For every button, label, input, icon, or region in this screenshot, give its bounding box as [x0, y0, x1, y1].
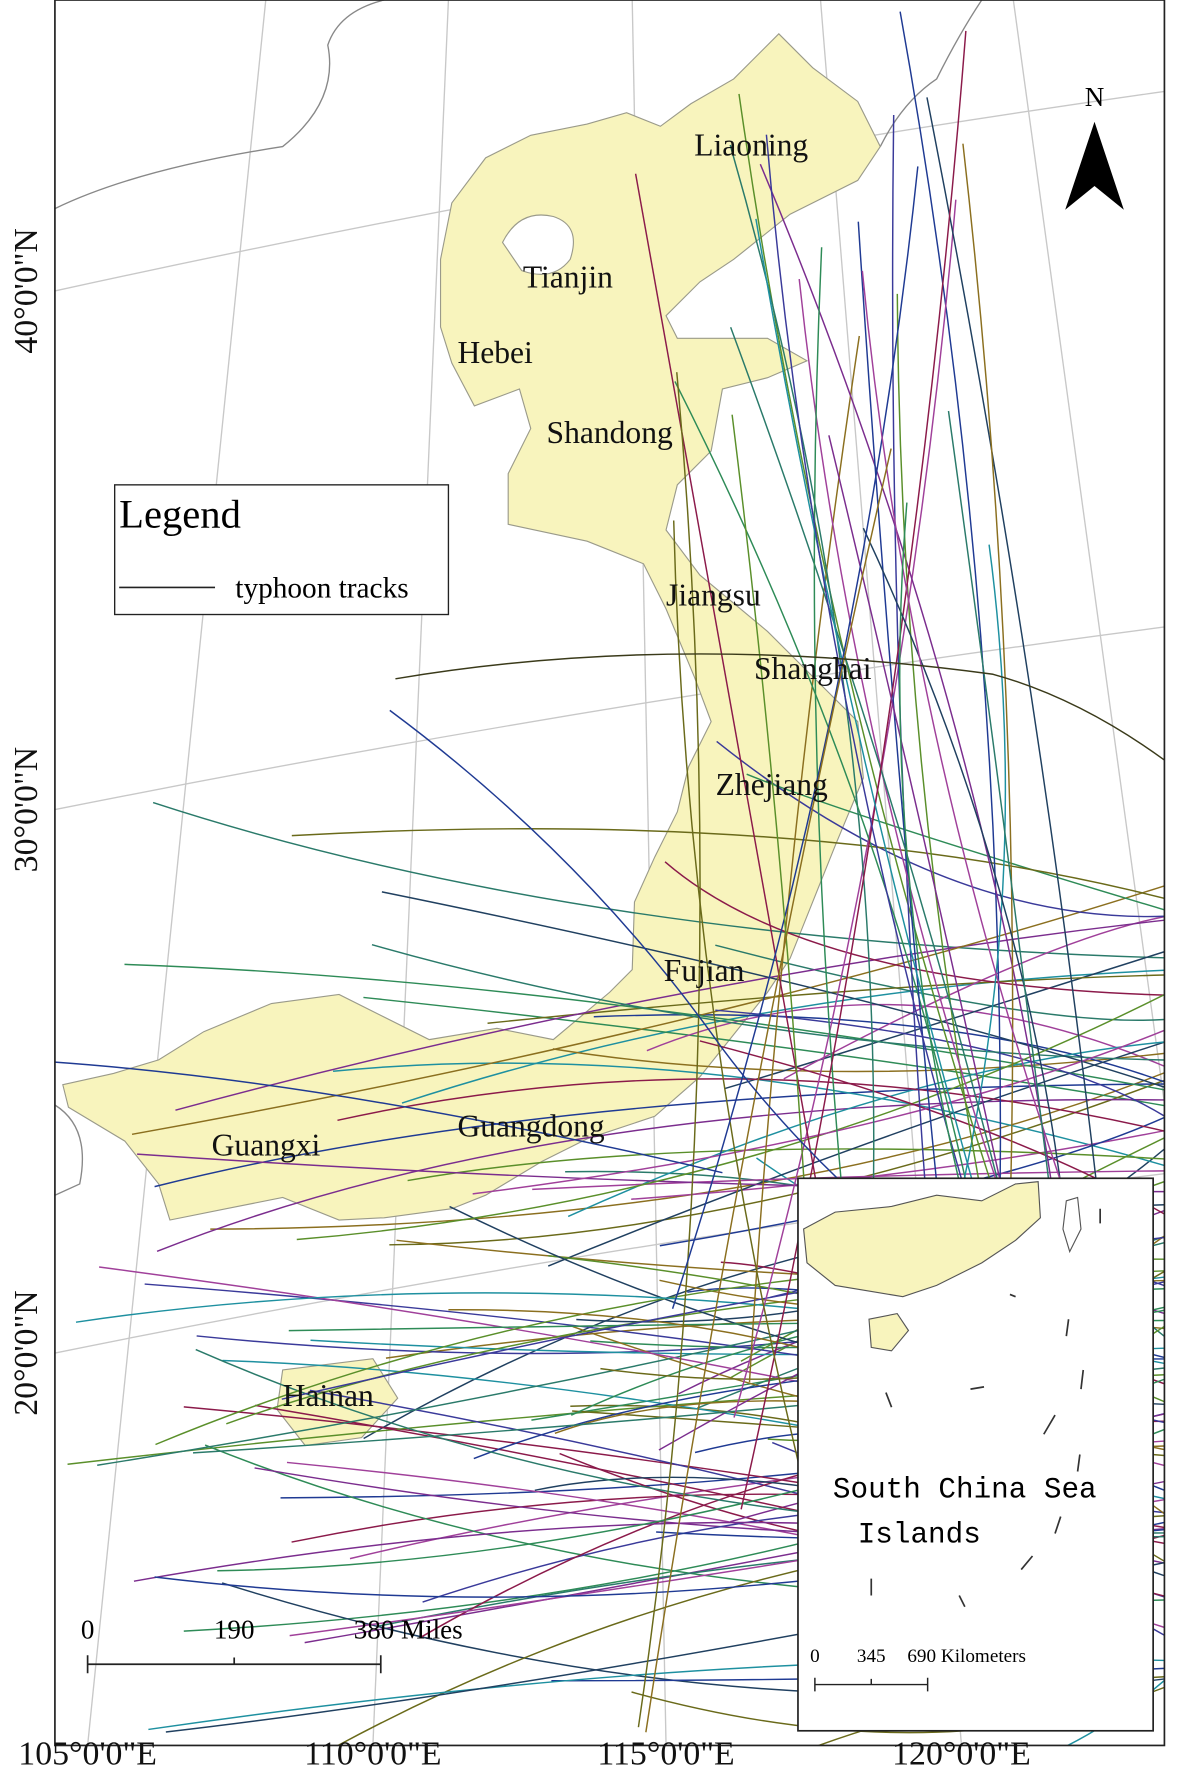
typhoon-track — [637, 372, 701, 1728]
province-label: Fujian — [664, 953, 745, 988]
border — [54, 0, 385, 210]
north-label: N — [1085, 82, 1105, 112]
province-label: Shandong — [547, 415, 673, 450]
scale-label: 0 — [81, 1614, 95, 1644]
typhoon-track — [487, 974, 1165, 1024]
latitude-label: 20°0'0"N — [8, 1290, 45, 1415]
province-label: Zhejiang — [716, 767, 828, 802]
typhoon-track — [154, 1083, 1165, 1188]
province-label: Hebei — [457, 335, 533, 370]
province-label: Guangxi — [212, 1128, 321, 1163]
typhoon-track — [567, 1041, 1165, 1218]
typhoon-track — [210, 1071, 1165, 1230]
latitude-label: 40°0'0"N — [8, 228, 45, 353]
border — [879, 0, 983, 147]
longitude-label: 120°0'0"E — [892, 1736, 1031, 1768]
scale-label: 190 — [214, 1614, 255, 1644]
latitude-label: 30°0'0"N — [8, 747, 45, 872]
scale-bar: 0 190 380 Miles — [81, 1614, 463, 1674]
legend-item: typhoon tracks — [235, 573, 408, 605]
typhoon-track — [363, 996, 1165, 1107]
inset-taiwan — [1062, 1196, 1082, 1254]
typhoon-track — [631, 1129, 1165, 1200]
inset-title: Islands — [858, 1518, 981, 1551]
province-label: Shanghai — [754, 651, 872, 686]
province-label: Liaoning — [694, 128, 808, 163]
typhoon-track — [175, 919, 1165, 1111]
inset-islands — [870, 1208, 1101, 1608]
longitude-label: 110°0'0"E — [304, 1736, 441, 1768]
typhoon-track — [552, 1048, 1165, 1073]
border — [54, 1104, 84, 1196]
inset-title: South China Sea — [833, 1473, 1097, 1506]
typhoon-track — [813, 247, 852, 1286]
map-frame — [54, 0, 1166, 1747]
inset-scale-label: 690 Kilometers — [907, 1646, 1026, 1667]
typhoon-track — [156, 1098, 1165, 1253]
province-label: Hainan — [283, 1378, 374, 1413]
typhoon-track — [395, 653, 1165, 762]
typhoon-track — [724, 950, 1165, 1090]
typhoon-track — [152, 801, 1165, 959]
scale-label: 380 Miles — [354, 1614, 463, 1644]
coastal-provinces — [62, 33, 881, 1221]
meridian — [86, 0, 267, 1746]
typhoon-track — [547, 1041, 1165, 1267]
typhoon-track — [371, 943, 1165, 1061]
inset-scale-label: 0 — [810, 1646, 820, 1667]
typhoon-track — [716, 740, 1165, 918]
typhoon-track — [401, 969, 1165, 1104]
arrow — [1065, 121, 1124, 210]
inset-scale-label: 345 — [857, 1646, 886, 1667]
typhoon-track — [291, 828, 1165, 900]
typhoon-track — [381, 891, 1165, 1088]
legend-box — [113, 484, 450, 616]
province-labels: Liaoning Tianjin Hebei Shandong Jiangsu … — [212, 128, 872, 1413]
typhoon-track — [131, 885, 1165, 1136]
typhoon-track — [389, 709, 881, 1219]
typhoon-track — [389, 1079, 1165, 1246]
typhoon-track — [296, 993, 1165, 1241]
typhoon-track — [671, 166, 919, 1309]
typhoon-track — [664, 861, 1165, 996]
province-label: Jiangsu — [666, 577, 761, 612]
typhoon-track — [124, 963, 1165, 1091]
typhoon-track — [532, 1170, 1165, 1191]
longitude-label: 115°0'0"E — [597, 1736, 734, 1768]
inset-hainan — [868, 1312, 910, 1352]
typhoon-track — [472, 1029, 1165, 1195]
typhoon-track — [715, 944, 1165, 1022]
typhoon-track — [729, 326, 1022, 1273]
typhoon-track — [748, 335, 861, 1383]
inset: South China Sea Islands 0 345 690 Kilome… — [797, 1177, 1154, 1732]
province-label: Tianjin — [523, 260, 613, 295]
north-arrow: N — [1065, 82, 1124, 210]
inset-mainland — [803, 1181, 1041, 1298]
parallel — [54, 626, 1165, 811]
longitude-label: 105°0'0"E — [18, 1736, 157, 1768]
province-label: Guangdong — [457, 1109, 604, 1144]
typhoon-track — [740, 30, 967, 1510]
typhoon-track — [54, 1061, 723, 1174]
legend: Legend typhoon tracks — [113, 484, 450, 616]
scale-line — [86, 1655, 382, 1674]
beijing — [501, 214, 574, 275]
legend-title: Legend — [119, 492, 241, 537]
meridian — [1012, 0, 1165, 1109]
inset-scale-line — [814, 1677, 929, 1692]
